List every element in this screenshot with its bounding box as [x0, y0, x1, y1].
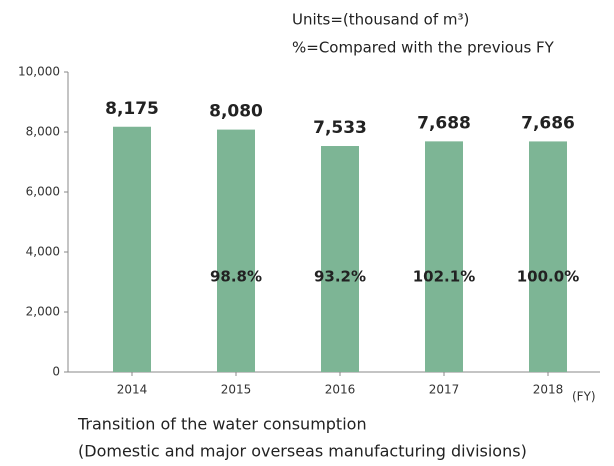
x-unit: (FY)	[572, 390, 596, 404]
bar	[529, 141, 567, 372]
change-label: 102.1%	[413, 268, 475, 286]
y-tick-label: 10,000	[18, 65, 60, 79]
bar	[321, 146, 359, 372]
value-label: 7,533	[313, 118, 367, 138]
y-tick-label: 0	[52, 365, 60, 379]
x-tick-label: 2014	[117, 383, 148, 397]
x-tick-label: 2015	[221, 383, 252, 397]
units-note: Units=(thousand of m³)	[292, 11, 469, 29]
y-tick-label: 8,000	[26, 125, 60, 139]
y-tick-label: 4,000	[26, 245, 60, 259]
chart-title: Transition of the water consumption	[77, 415, 367, 434]
value-label: 8,175	[105, 99, 159, 119]
y-tick-label: 2,000	[26, 305, 60, 319]
percent-note: %=Compared with the previous FY	[292, 39, 555, 57]
change-label: 100.0%	[517, 268, 579, 286]
value-label: 7,686	[521, 113, 575, 133]
value-label: 7,688	[417, 113, 471, 133]
x-tick-label: 2017	[429, 383, 460, 397]
bar	[217, 129, 255, 372]
value-label: 8,080	[209, 102, 263, 122]
bar	[425, 141, 463, 372]
y-tick-label: 6,000	[26, 185, 60, 199]
change-label: 93.2%	[314, 268, 366, 286]
x-tick-label: 2016	[325, 383, 356, 397]
chart-subtitle: (Domestic and major overseas manufacturi…	[78, 442, 527, 461]
x-tick-label: 2018	[533, 383, 564, 397]
change-label: 98.8%	[210, 268, 262, 286]
bar	[113, 126, 151, 372]
